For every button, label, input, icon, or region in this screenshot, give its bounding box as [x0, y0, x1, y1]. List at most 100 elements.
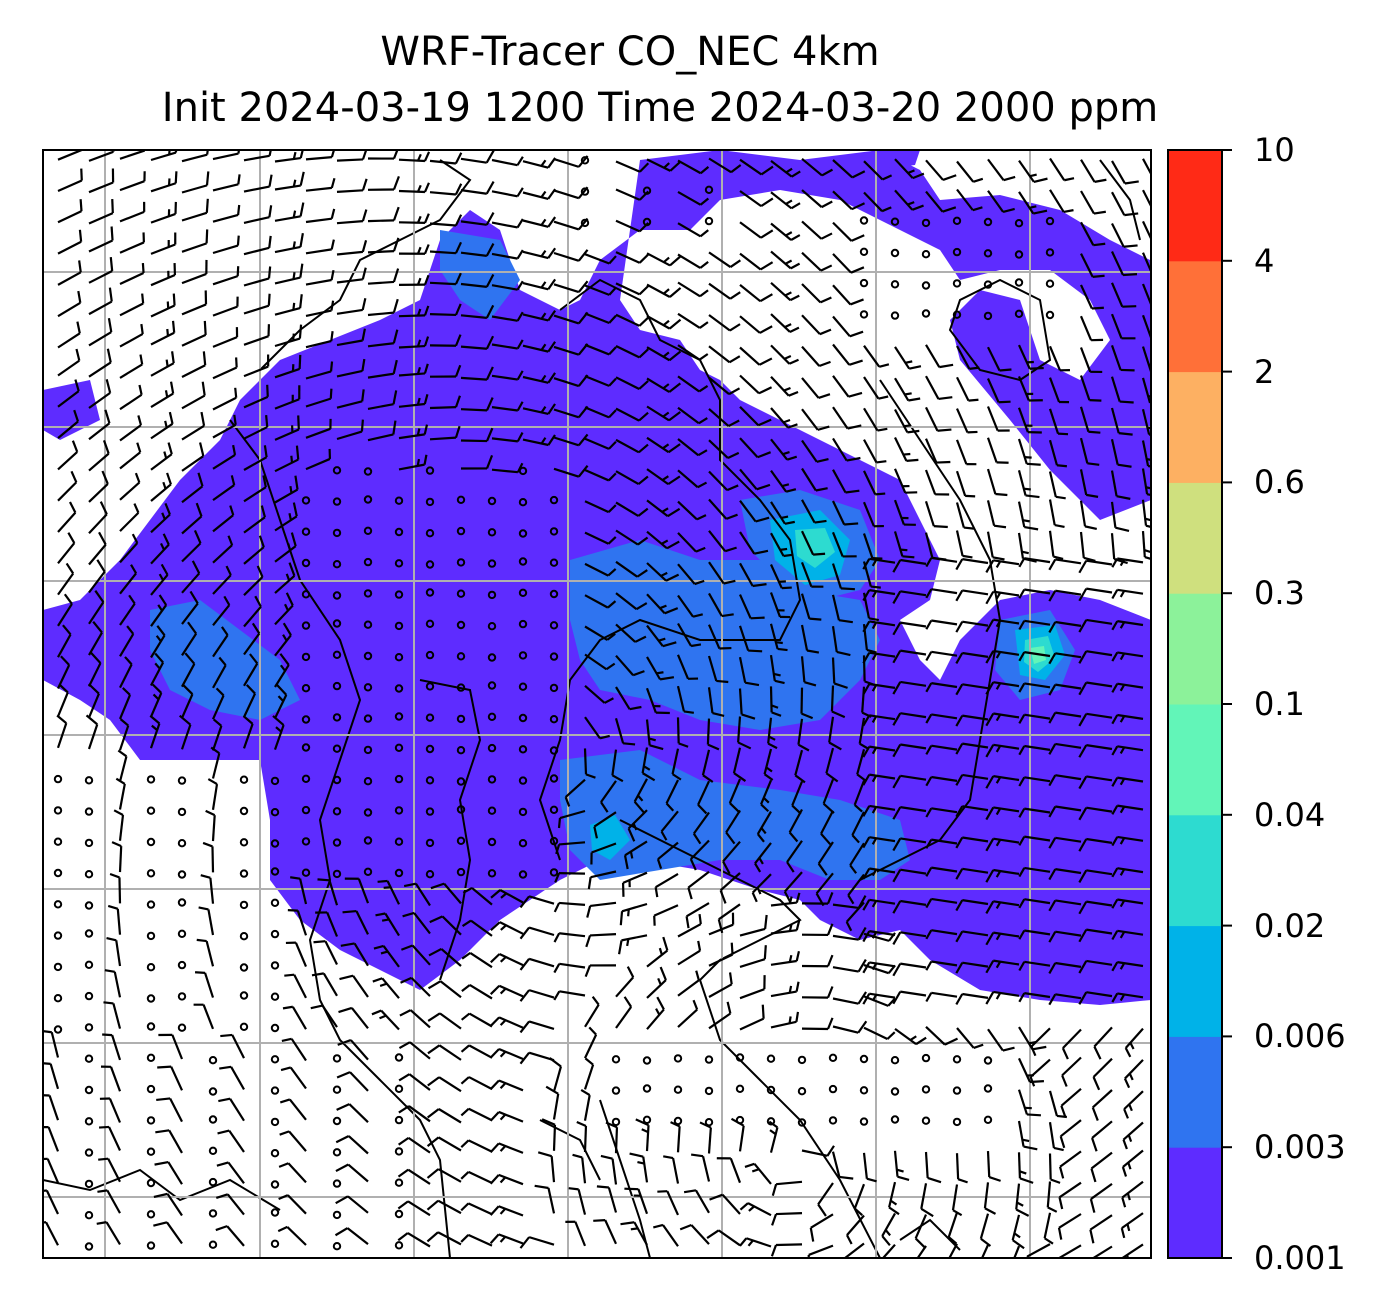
wind-barb: [491, 339, 524, 350]
wind-barb: [1079, 375, 1102, 402]
colorbar-tick-label: 10: [1254, 131, 1295, 169]
wind-barb: [57, 501, 77, 533]
calm-wind-marker: [332, 1054, 342, 1063]
wind-barb: [429, 303, 462, 317]
wind-barb: [894, 408, 920, 434]
wind-barb: [1048, 530, 1064, 561]
wind-barb: [614, 717, 636, 746]
wind-barb: [1092, 1057, 1113, 1091]
wind-barb: [490, 921, 524, 935]
calm-wind-marker: [487, 681, 497, 690]
calm-wind-marker: [394, 621, 404, 631]
wind-barb: [955, 439, 977, 466]
wind-barb: [367, 175, 400, 191]
wind-barb: [88, 470, 109, 503]
wind-barb: [646, 656, 675, 681]
wind-barb: [1018, 651, 1051, 662]
colorbar-segment: [1168, 482, 1222, 594]
wind-barb: [305, 361, 334, 380]
wind-barb: [429, 152, 463, 165]
wind-barb: [290, 876, 308, 905]
calm-wind-marker: [363, 867, 373, 876]
wind-barb: [770, 160, 801, 178]
wind-barb: [831, 594, 853, 624]
calm-wind-marker: [518, 870, 528, 879]
wind-barb: [150, 502, 171, 534]
wind-barb: [986, 1151, 1001, 1182]
wind-barb: [274, 354, 302, 379]
wind-barb: [584, 684, 614, 704]
calm-wind-marker: [84, 1148, 94, 1157]
wind-barb: [831, 563, 855, 591]
calm-wind-marker: [518, 498, 528, 507]
calm-wind-marker: [301, 684, 311, 693]
wind-barb: [924, 438, 951, 464]
calm-wind-marker: [394, 653, 404, 662]
wind-barb: [801, 220, 833, 240]
wind-barb: [181, 502, 203, 535]
wind-barb: [925, 744, 958, 755]
wind-barb: [615, 996, 633, 1029]
wind-barb: [220, 1033, 245, 1059]
wind-barb: [1017, 1152, 1034, 1184]
wind-barb: [583, 748, 596, 779]
calm-wind-marker: [859, 216, 869, 225]
wind-barb: [862, 898, 896, 911]
wind-barb: [398, 244, 430, 255]
wind-barb: [853, 780, 866, 813]
calm-wind-marker: [1014, 278, 1024, 287]
wind-barb: [739, 468, 771, 491]
wind-barb: [892, 590, 927, 605]
wind-barb: [311, 972, 338, 997]
calm-wind-marker: [1014, 219, 1024, 228]
calm-wind-marker: [146, 869, 156, 878]
wind-barb: [985, 837, 1020, 852]
wind-barb: [491, 432, 524, 443]
wind-barb: [1018, 713, 1051, 724]
wind-barb: [212, 327, 239, 348]
wind-barb: [88, 620, 103, 656]
wind-barb: [615, 654, 645, 677]
wind-barb: [1018, 929, 1051, 940]
calm-wind-marker: [270, 839, 280, 848]
wind-barb: [1018, 898, 1051, 909]
wind-barb: [692, 811, 710, 845]
wind-barb: [801, 986, 834, 999]
calm-wind-marker: [239, 775, 249, 784]
calm-wind-marker: [518, 466, 528, 476]
wind-barb: [180, 683, 194, 719]
wind-barb: [831, 657, 848, 689]
calm-wind-marker: [549, 746, 559, 755]
wind-barb: [801, 530, 826, 556]
wind-barb: [584, 625, 616, 641]
calm-wind-marker: [549, 527, 559, 536]
wind-barb: [1048, 439, 1068, 468]
wind-barb: [925, 1026, 959, 1046]
wind-barb: [925, 650, 958, 662]
calm-wind-marker: [611, 1086, 621, 1095]
wind-barb: [730, 1117, 745, 1152]
wind-barb: [119, 354, 144, 379]
wind-barb: [584, 716, 610, 740]
calm-wind-marker: [797, 1087, 807, 1096]
wind-barb: [1078, 928, 1113, 943]
wind-barb: [646, 468, 681, 486]
wind-barb: [677, 913, 702, 938]
wind-barb: [317, 878, 339, 906]
calm-wind-marker: [704, 1118, 714, 1127]
wind-barb: [985, 959, 1020, 974]
wind-barb: [282, 1005, 307, 1030]
colorbar-tick-label: 0.001: [1254, 1239, 1346, 1277]
wind-barb: [1058, 1150, 1082, 1179]
calm-wind-marker: [797, 1055, 807, 1065]
wind-barb: [181, 259, 208, 285]
wind-barb: [985, 743, 1020, 758]
wind-barb: [519, 1236, 555, 1249]
wind-barb: [1079, 406, 1101, 434]
wind-barb: [685, 902, 710, 929]
wind-barb: [1018, 682, 1051, 693]
wind-barb: [427, 980, 462, 999]
wind-barb: [340, 942, 369, 967]
wind-barb: [398, 1073, 431, 1091]
wind-barb: [119, 442, 142, 470]
